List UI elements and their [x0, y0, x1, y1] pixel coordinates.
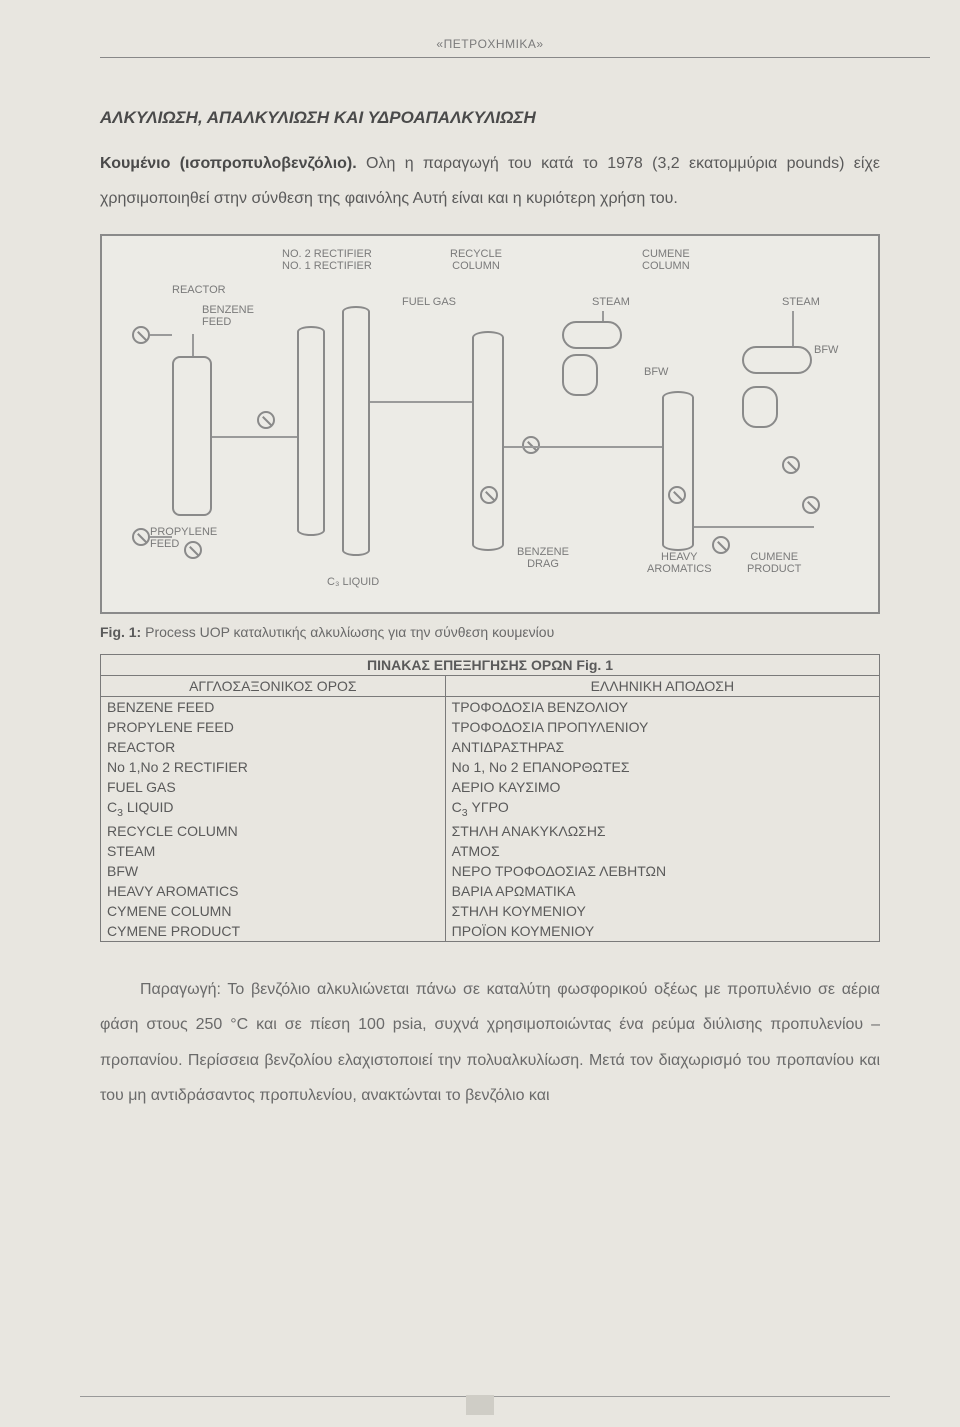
page-header-label: «ΠΕΤΡΟΧΗΜΙΚΑ» [436, 37, 543, 51]
table-row: BFWΝΕΡΟ ΤΡΟΦΟΔΟΣΙΑΣ ΛΕΒΗΤΩΝ [101, 861, 880, 881]
table-row: FUEL GASΑΕΡΙΟ ΚΑΥΣΙΜΟ [101, 777, 880, 797]
process-flow-diagram: NO. 2 RECTIFIER NO. 1 RECTIFIER RECYCLEC… [100, 234, 880, 614]
table-row: PROPYLENE FEEDΤΡΟΦΟΔΟΣΙΑ ΠΡΟΠΥΛΕΝΙΟΥ [101, 717, 880, 737]
table-col-left: ΑΓΓΛΟΣΑΞΟΝΙΚΟΣ ΟΡΟΣ [101, 676, 446, 697]
label-fuel-gas: FUEL GAS [402, 296, 456, 308]
label-recycle-column: RECYCLECOLUMN [450, 248, 502, 272]
valve-benzene-feed [132, 326, 150, 344]
figure-caption-text: Process UOP καταλυτικής αλκυλίωσης για τ… [141, 624, 554, 640]
valve-propylene-feed [132, 528, 150, 546]
reactor-vessel [172, 356, 212, 516]
figure-caption-lead: Fig. 1: [100, 624, 141, 640]
label-bfw-2: BFW [814, 344, 838, 356]
table-row: STEAMΑΤΜΟΣ [101, 841, 880, 861]
steam-drum-1 [562, 321, 622, 349]
reboiler-1 [562, 354, 598, 396]
table-title: ΠΙΝΑΚΑΣ ΕΠΕΞΗΓΗΣΗΣ ΟΡΩΝ Fig. 1 [101, 655, 880, 676]
figure-caption: Fig. 1: Process UOP καταλυτικής αλκυλίωσ… [100, 624, 880, 640]
table-cell: HEAVY AROMATICS [101, 881, 446, 901]
table-row: CYMENE PRODUCTΠΡΟΪΟΝ ΚΟΥΜΕΝΙΟΥ [101, 921, 880, 942]
table-cell: CYMENE COLUMN [101, 901, 446, 921]
table-cell: ΝΕΡΟ ΤΡΟΦΟΔΟΣΙΑΣ ΛΕΒΗΤΩΝ [445, 861, 879, 881]
recycle-column-vessel [472, 331, 504, 551]
reboiler-2 [742, 386, 778, 428]
label-cumene-column: CUMENECOLUMN [642, 248, 690, 272]
table-cell: STEAM [101, 841, 446, 861]
steam-drum-2 [742, 346, 812, 374]
table-cell: ΣΤΗΛΗ ΑΝΑΚΥΚΛΩΣΗΣ [445, 821, 879, 841]
table-row: BENZENE FEEDΤΡΟΦΟΔΟΣΙΑ ΒΕΝΖΟΛΙΟΥ [101, 697, 880, 718]
table-cell: No 1,No 2 RECTIFIER [101, 757, 446, 777]
table-row: REACTORΑΝΤΙΔΡΑΣΤΗΡΑΣ [101, 737, 880, 757]
valve-mid-1 [257, 411, 275, 429]
table-cell: BENZENE FEED [101, 697, 446, 718]
valve-reactor-out [184, 541, 202, 559]
table-cell: ΑΤΜΟΣ [445, 841, 879, 861]
intro-paragraph: Κουμένιο (ισοπροπυλοβενζόλιο). Ολη η παρ… [100, 146, 880, 216]
label-benzene-feed: BENZENEFEED [202, 304, 254, 328]
table-cell: ΣΤΗΛΗ ΚΟΥΜΕΝΙΟΥ [445, 901, 879, 921]
table-cell: ΤΡΟΦΟΔΟΣΙΑ ΒΕΝΖΟΛΙΟΥ [445, 697, 879, 718]
table-cell: C3 ΥΓΡΟ [445, 797, 879, 821]
rectifier-1-column [297, 326, 325, 536]
intro-runin: Κουμένιο (ισοπροπυλοβενζόλιο). [100, 155, 357, 172]
table-cell: RECYCLE COLUMN [101, 821, 446, 841]
table-cell: ΤΡΟΦΟΔΟΣΙΑ ΠΡΟΠΥΛΕΝΙΟΥ [445, 717, 879, 737]
table-cell: CYMENE PRODUCT [101, 921, 446, 942]
table-cell: ΑΝΤΙΔΡΑΣΤΗΡΑΣ [445, 737, 879, 757]
table-row: CYMENE COLUMNΣΤΗΛΗ ΚΟΥΜΕΝΙΟΥ [101, 901, 880, 921]
valve-heavy [712, 536, 730, 554]
label-steam-2: STEAM [782, 296, 820, 308]
table-cell: FUEL GAS [101, 777, 446, 797]
label-reactor: REACTOR [172, 284, 226, 296]
label-no1-rectifier: NO. 1 RECTIFIER [282, 260, 372, 272]
body-paragraph: Παραγωγή: Το βενζόλιο αλκυλιώνεται πάνω … [100, 972, 880, 1113]
table-cell: ΒΑΡΙΑ ΑΡΩΜΑΤΙΚΑ [445, 881, 879, 901]
table-cell: BFW [101, 861, 446, 881]
table-cell: REACTOR [101, 737, 446, 757]
cumene-column-vessel [662, 391, 694, 551]
table-row: RECYCLE COLUMNΣΤΗΛΗ ΑΝΑΚΥΚΛΩΣΗΣ [101, 821, 880, 841]
page-number [466, 1395, 494, 1415]
terms-table: ΠΙΝΑΚΑΣ ΕΠΕΞΗΓΗΣΗΣ ΟΡΩΝ Fig. 1 ΑΓΓΛΟΣΑΞΟ… [100, 654, 880, 942]
table-cell: ΑΕΡΙΟ ΚΑΥΣΙΜΟ [445, 777, 879, 797]
label-steam-1: STEAM [592, 296, 630, 308]
section-title: ΑΛΚΥΛΙΩΣΗ, ΑΠΑΛΚΥΛΙΩΣΗ ΚΑΙ ΥΔΡΟΑΠΑΛΚΥΛΙΩ… [100, 108, 880, 128]
valve-mid-2 [522, 436, 540, 454]
label-benzene-drag: BENZENEDRAG [517, 546, 569, 570]
valve-out-1 [782, 456, 800, 474]
header-rule [100, 57, 880, 58]
rectifier-2-column [342, 306, 370, 556]
table-row: No 1,No 2 RECTIFIERNo 1, No 2 ΕΠΑΝΟΡΘΩΤΕ… [101, 757, 880, 777]
table-col-right: ΕΛΛΗΝΙΚΗ ΑΠΟΔΟΣΗ [445, 676, 879, 697]
label-no2-rectifier: NO. 2 RECTIFIER [282, 248, 372, 260]
table-cell: C3 LIQUID [101, 797, 446, 821]
table-row: HEAVY AROMATICSΒΑΡΙΑ ΑΡΩΜΑΤΙΚΑ [101, 881, 880, 901]
table-body: BENZENE FEEDΤΡΟΦΟΔΟΣΙΑ ΒΕΝΖΟΛΙΟΥPROPYLEN… [101, 697, 880, 942]
label-cumene-product: CUMENEPRODUCT [747, 551, 801, 575]
valve-out-2 [802, 496, 820, 514]
table-cell: ΠΡΟΪΟΝ ΚΟΥΜΕΝΙΟΥ [445, 921, 879, 942]
table-cell: PROPYLENE FEED [101, 717, 446, 737]
label-heavy-aromatics: HEAVYAROMATICS [647, 551, 712, 575]
table-row: C3 LIQUIDC3 ΥΓΡΟ [101, 797, 880, 821]
label-c3-liquid: C₃ LIQUID [327, 576, 379, 588]
table-cell: No 1, No 2 ΕΠΑΝΟΡΘΩΤΕΣ [445, 757, 879, 777]
label-bfw-1: BFW [644, 366, 668, 378]
